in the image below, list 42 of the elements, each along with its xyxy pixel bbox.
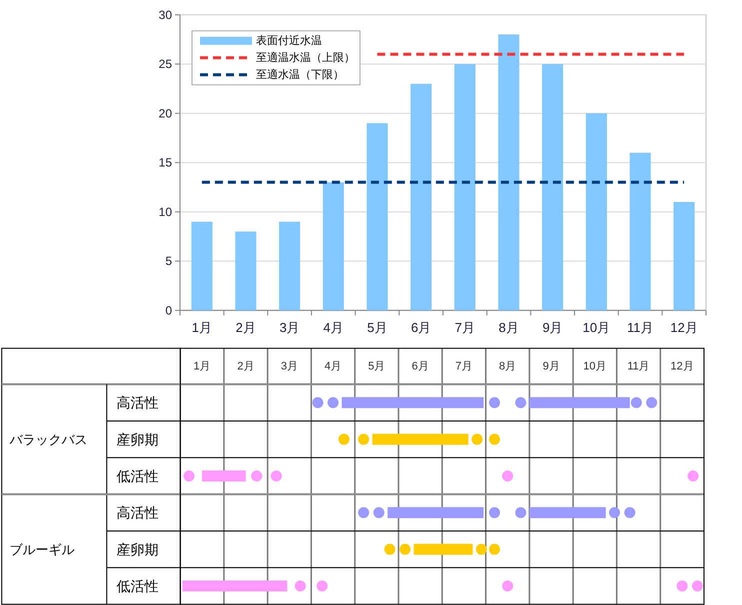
x-tick-label: 3月 xyxy=(279,320,300,335)
x-tick-label: 10月 xyxy=(583,360,607,372)
x-tick-label: 4月 xyxy=(324,360,342,372)
x-tick-label: 6月 xyxy=(410,320,432,335)
x-tick-label: 3月 xyxy=(280,360,298,372)
row-label: 産卵期 xyxy=(116,431,159,448)
x-tick-label: 6月 xyxy=(412,360,429,372)
x-tick-label: 2月 xyxy=(237,360,254,372)
row-label: 低活性 xyxy=(116,578,159,594)
x-tick-label: 8月 xyxy=(499,360,516,372)
row-label: 産卵期 xyxy=(116,541,159,558)
y-tick-label: 20 xyxy=(158,106,172,120)
x-tick-label: 9月 xyxy=(542,320,563,335)
x-tick-label: 4月 xyxy=(323,320,344,335)
x-tick-label: 12月 xyxy=(670,360,694,372)
x-tick-label: 10月 xyxy=(582,320,610,335)
y-tick-label: 30 xyxy=(158,8,172,22)
x-tick-label: 5月 xyxy=(368,360,386,372)
x-tick-label: 5月 xyxy=(367,320,388,335)
x-tick-label: 9月 xyxy=(542,360,560,372)
x-tick-label: 1月 xyxy=(194,360,211,372)
row-label: 低活性 xyxy=(116,468,159,484)
legend-label: 表面付近水温 xyxy=(256,34,322,47)
x-tick-label: 11月 xyxy=(627,360,650,372)
y-tick-label: 10 xyxy=(158,204,172,219)
x-tick-label: 8月 xyxy=(498,320,519,335)
x-tick-label: 12月 xyxy=(670,320,698,335)
group-label: バラックバス xyxy=(10,432,88,447)
x-tick-label: 11月 xyxy=(627,320,654,335)
x-tick-label: 7月 xyxy=(455,360,473,372)
y-tick-label: 5 xyxy=(165,254,172,268)
row-label: 高活性 xyxy=(116,504,159,521)
y-tick-label: 0 xyxy=(165,303,172,318)
x-tick-label: 7月 xyxy=(454,320,476,335)
row-label: 高活性 xyxy=(116,394,159,411)
y-tick-label: 15 xyxy=(158,156,172,170)
y-tick-label: 25 xyxy=(158,57,172,72)
x-tick-label: 1月 xyxy=(192,320,212,335)
legend-label: 至適水温（下限） xyxy=(256,68,344,81)
legend-label: 至適温水温（上限） xyxy=(256,52,355,64)
group-label: ブルーギル xyxy=(10,542,75,557)
x-tick-label: 2月 xyxy=(236,320,256,335)
